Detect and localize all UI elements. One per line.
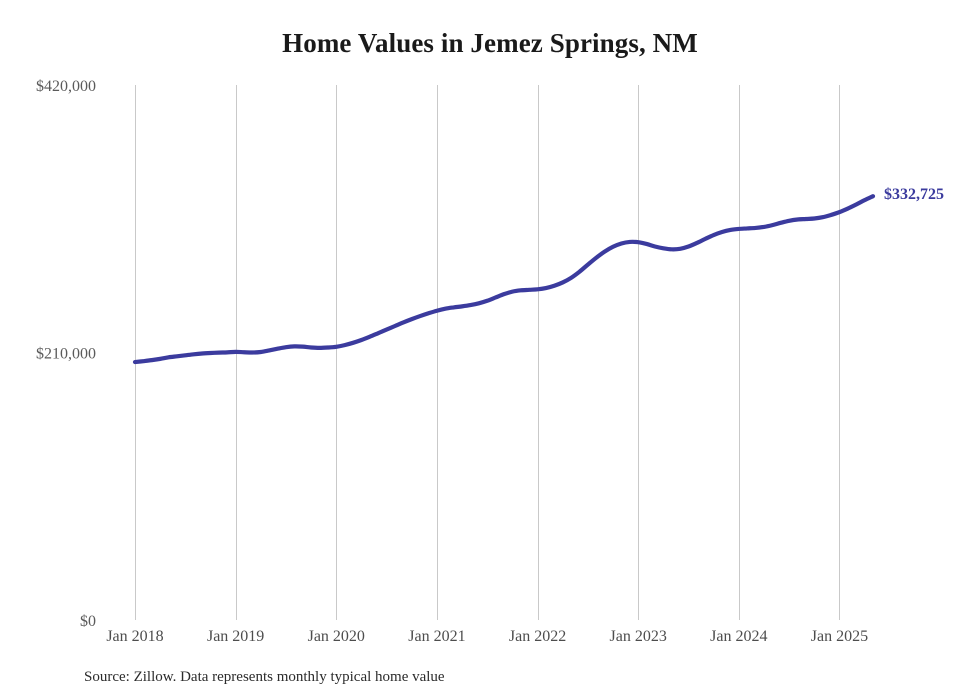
y-tick-label-2: $420,000 [36,78,96,95]
x-tick-label-5: Jan 2023 [610,628,667,645]
y-tick-label-1: $210,000 [36,346,96,363]
y-axis-tick-labels: $0 $210,000 $420,000 [36,78,96,630]
y-tick-label-0: $0 [80,613,96,630]
x-tick-label-4: Jan 2022 [509,628,566,645]
series-lines [132,194,876,365]
x-tick-label-0: Jan 2018 [106,628,163,645]
x-tick-label-6: Jan 2024 [710,628,767,645]
series-line-0 [132,194,876,365]
x-axis-tick-labels: Jan 2018 Jan 2019 Jan 2020 Jan 2021 Jan 2022… [106,628,868,645]
chart-title: Home Values in Jemez Springs, NM [282,28,698,58]
x-tick-label-7: Jan 2025 [811,628,868,645]
source-note: Source: Zillow. Data represents monthly … [84,669,445,685]
x-tick-label-1: Jan 2019 [207,628,264,645]
x-tick-label-2: Jan 2020 [308,628,365,645]
x-tick-label-3: Jan 2021 [408,628,465,645]
end-value-label: $332,725 [884,186,944,204]
